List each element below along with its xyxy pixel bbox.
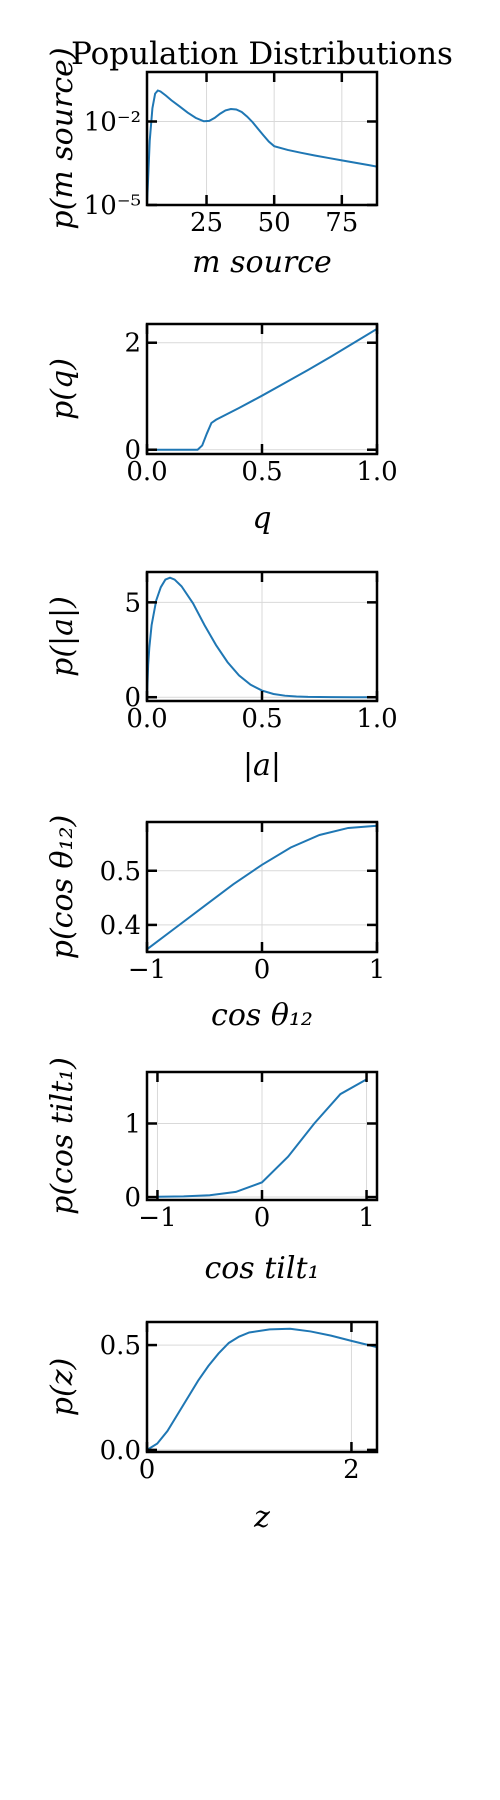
series-line bbox=[147, 327, 377, 451]
plot-frame bbox=[145, 1320, 379, 1454]
y-tick-label: 2 bbox=[124, 329, 141, 359]
x-tick-label: 1.0 bbox=[356, 704, 397, 734]
chart-panel-2: 0.0 0.5 1.0 0 2 q p(q) bbox=[45, 322, 398, 536]
series-line bbox=[147, 576, 377, 699]
x-tick-label: 0 bbox=[139, 1455, 156, 1485]
y-tick-label: 5 bbox=[124, 588, 141, 618]
y-axis-label: p(q) bbox=[45, 358, 80, 420]
x-tick-label: 0 bbox=[254, 1203, 271, 1233]
x-tick-label: 50 bbox=[258, 208, 291, 238]
y-axis-label: p(cos θ₁₂) bbox=[45, 815, 80, 960]
y-axis-label: p(|a|) bbox=[45, 596, 80, 677]
y-tick-label: 1 bbox=[124, 1109, 141, 1139]
y-tick-label: 0.5 bbox=[100, 1331, 141, 1361]
x-tick-label: 0.5 bbox=[241, 457, 282, 487]
chart-panel-1: 25 50 75 10⁻⁵ 10⁻² m source p(m source) bbox=[45, 47, 379, 280]
y-tick-label: 0 bbox=[124, 683, 141, 713]
chart-panel-6: 0 2 0.0 0.5 z p(z) bbox=[45, 1320, 379, 1535]
x-axis-label: q bbox=[252, 501, 271, 536]
y-axis-label: p(z) bbox=[45, 1358, 80, 1416]
x-axis-label: z bbox=[253, 1500, 270, 1535]
series-line bbox=[157, 1078, 368, 1198]
chart-panel-4: −1 0 1 0.4 0.5 cos θ₁₂ p(cos θ₁₂) bbox=[45, 815, 385, 1033]
y-tick-label: 10⁻⁵ bbox=[84, 191, 141, 221]
x-tick-label: 0.5 bbox=[241, 704, 282, 734]
y-tick-label: 10⁻² bbox=[84, 107, 141, 137]
x-tick-label: 1.0 bbox=[356, 457, 397, 487]
x-tick-label: 75 bbox=[325, 208, 358, 238]
x-tick-label: 0 bbox=[254, 955, 271, 985]
y-tick-label: 0.5 bbox=[100, 857, 141, 887]
x-tick-label: 25 bbox=[190, 208, 223, 238]
x-tick-label: −1 bbox=[138, 1203, 176, 1233]
x-tick-label: 0.0 bbox=[126, 704, 167, 734]
y-tick-label: 0 bbox=[124, 436, 141, 466]
figure-title: Population Distributions bbox=[71, 36, 453, 72]
x-axis-label: cos θ₁₂ bbox=[211, 998, 313, 1033]
x-tick-label: −1 bbox=[128, 955, 166, 985]
x-tick-label: 2 bbox=[343, 1455, 360, 1485]
y-tick-label: 0.4 bbox=[100, 911, 141, 941]
x-axis-label: cos tilt₁ bbox=[204, 1251, 319, 1286]
x-axis-label: |a| bbox=[243, 748, 281, 783]
series-line bbox=[147, 824, 377, 951]
x-tick-label: 1 bbox=[358, 1203, 375, 1233]
series-line bbox=[147, 89, 377, 205]
y-axis-label: p(m source) bbox=[45, 47, 80, 229]
x-tick-label: 0.0 bbox=[126, 457, 167, 487]
y-axis-label: p(cos tilt₁) bbox=[45, 1057, 80, 1215]
plot-frame bbox=[145, 70, 379, 207]
y-tick-label: 0 bbox=[124, 1183, 141, 1213]
y-tick-label: 0.0 bbox=[100, 1436, 141, 1466]
chart-panel-3: 0.0 0.5 1.0 0 5 |a| p(|a|) bbox=[45, 570, 398, 783]
x-tick-label: 1 bbox=[369, 955, 386, 985]
series-line bbox=[147, 1327, 377, 1451]
x-axis-label: m source bbox=[192, 245, 332, 280]
